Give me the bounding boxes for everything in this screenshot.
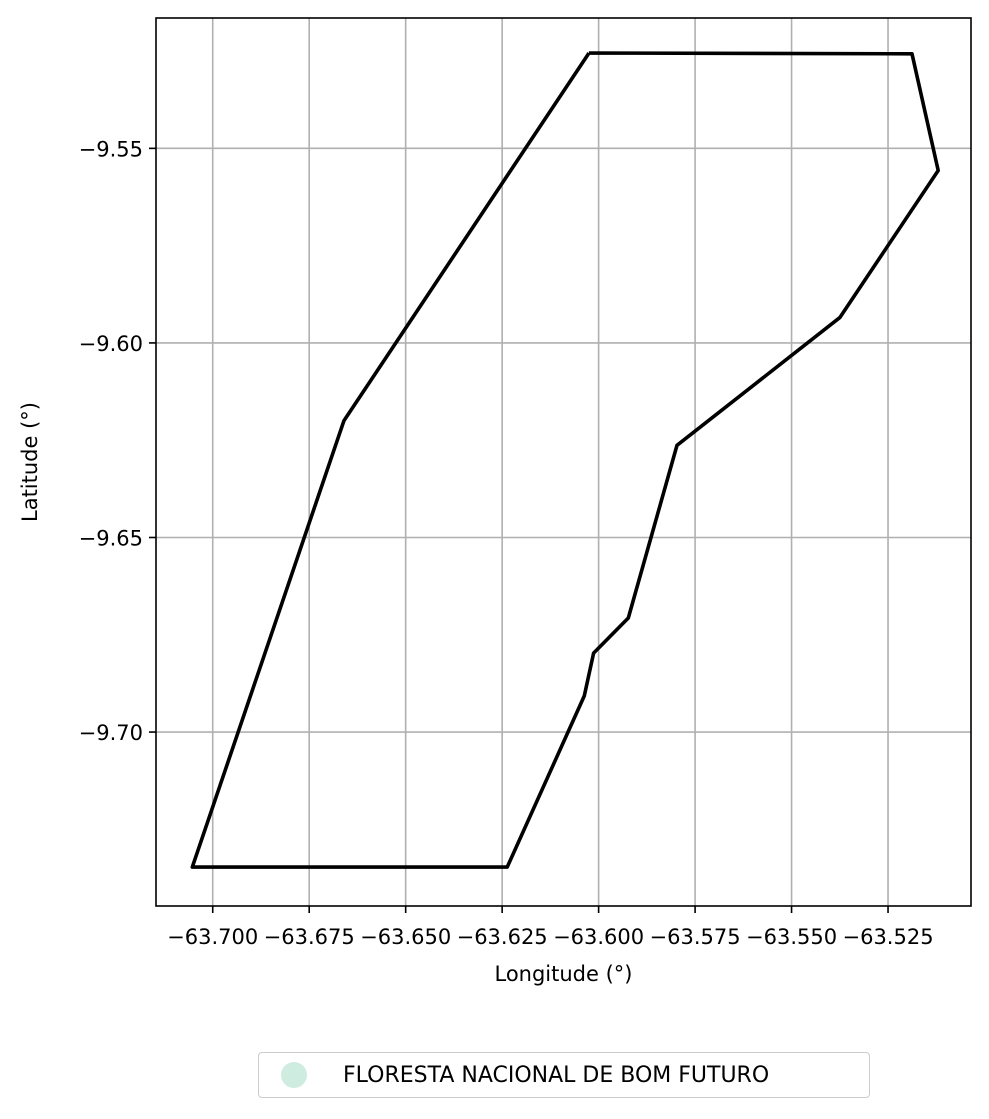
x-axis-label: Longitude (°) [494, 962, 632, 986]
x-tick-label: −63.575 [650, 925, 741, 949]
x-tick-label: −63.700 [167, 925, 258, 949]
x-tick-label: −63.550 [746, 925, 837, 949]
legend-entry: FLORESTA NACIONAL DE BOM FUTURO [343, 1062, 770, 1088]
x-axis-ticks: −63.700 −63.675 −63.650 −63.625 −63.600 −63.5… [167, 906, 934, 949]
polygon-layer [190, 51, 941, 869]
plot-frame [155, 17, 972, 907]
y-tick-label: −9.70 [79, 721, 143, 745]
x-tick-label: −63.600 [553, 925, 644, 949]
y-tick-label: −9.55 [79, 137, 143, 161]
y-tick-label: −9.65 [79, 526, 143, 550]
boundary-polygon [190, 51, 941, 869]
gridlines [156, 18, 971, 906]
y-tick-label: −9.60 [79, 332, 143, 356]
x-tick-label: −63.675 [264, 925, 355, 949]
y-axis-ticks: −9.55 −9.60 −9.65 −9.70 [79, 137, 156, 745]
x-tick-label: −63.650 [360, 925, 451, 949]
legend-marker-icon [281, 1062, 307, 1088]
x-tick-label: −63.625 [457, 925, 548, 949]
x-tick-label: −63.525 [842, 925, 933, 949]
y-axis-label: Latitude (°) [18, 402, 42, 522]
legend: FLORESTA NACIONAL DE BOM FUTURO [258, 1052, 870, 1098]
